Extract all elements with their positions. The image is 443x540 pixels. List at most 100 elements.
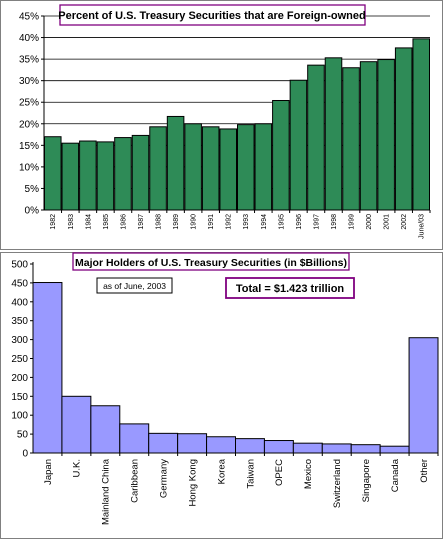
x-tick-label: Mainland China [101, 458, 112, 525]
bar [90, 405, 121, 454]
x-tick-label: 1995 [278, 214, 285, 230]
bar [237, 124, 255, 211]
x-tick-label: 2002 [401, 214, 408, 230]
x-tick-label: 1997 [313, 214, 320, 230]
bar [166, 115, 185, 211]
y-tick-label: 30% [19, 76, 39, 87]
y-tick-label: 20% [19, 119, 39, 130]
x-tick-label: 1992 [226, 214, 233, 230]
bar [394, 47, 413, 211]
x-tick-label: OPEC [274, 459, 285, 486]
total-box [225, 277, 355, 299]
bottom-chart-frame [0, 252, 443, 539]
x-tick-label: 1993 [243, 214, 250, 230]
x-tick-label: Taiwan [245, 459, 256, 489]
top-chart-title-box [59, 4, 366, 26]
x-tick-label: 1984 [85, 214, 92, 230]
bar [254, 123, 273, 211]
x-tick-label: Canada [390, 458, 401, 492]
bar [289, 79, 308, 211]
y-tick-label: 200 [11, 373, 28, 384]
as-of-date-box [96, 277, 173, 294]
x-tick-label: 1983 [68, 214, 75, 230]
bar [96, 141, 115, 211]
bar [307, 64, 325, 211]
bar [184, 123, 202, 211]
bar [321, 443, 352, 454]
bar [292, 442, 323, 454]
x-tick-label: Hong Kong [187, 459, 198, 507]
bar [379, 445, 410, 454]
x-tick-label: 1985 [103, 214, 110, 230]
as-of-date-label: as of June, 2003 [103, 281, 166, 291]
x-tick-label: 1990 [191, 214, 198, 230]
bar [61, 142, 80, 211]
y-tick-label: 250 [11, 354, 28, 365]
x-tick-label: Japan [43, 459, 54, 485]
y-tick-label: 350 [11, 316, 28, 327]
y-tick-label: 500 [11, 260, 28, 271]
y-tick-label: 40% [19, 33, 39, 44]
y-tick-label: 45% [19, 12, 39, 23]
x-tick-label: June/03 [419, 214, 426, 239]
x-tick-label: 1986 [120, 214, 127, 230]
bar [177, 433, 208, 454]
bar [263, 440, 294, 454]
bar [206, 436, 236, 454]
top-chart-bars [44, 38, 431, 211]
top-chart-x-tick-labels: 1982 1983 1984 1985 1986 1987 1988 1989 1990 1991… [50, 210, 431, 239]
bar [235, 438, 265, 454]
x-tick-label: 1999 [348, 214, 355, 230]
y-tick-label: 400 [11, 297, 28, 308]
bottom-chart-bars [32, 282, 439, 454]
bar [359, 61, 378, 211]
y-tick-label: 25% [19, 98, 39, 109]
bar [219, 128, 237, 211]
x-tick-label: 1988 [155, 214, 162, 230]
bar [131, 134, 150, 211]
x-tick-label: 1998 [331, 214, 338, 230]
bar [114, 137, 132, 211]
x-tick-label: 1991 [208, 214, 215, 230]
bar [149, 126, 167, 211]
x-tick-label: 1994 [261, 214, 268, 230]
x-tick-label: U.K. [72, 459, 83, 477]
bar [61, 395, 92, 454]
bar [79, 140, 97, 211]
y-tick-label: 0 [22, 449, 28, 460]
x-tick-label: 1982 [50, 214, 57, 230]
x-tick-label: Korea [216, 458, 227, 484]
bar [342, 67, 360, 211]
x-tick-label: 1996 [296, 214, 303, 230]
y-tick-label: 0% [25, 206, 40, 217]
y-tick-label: 50 [17, 430, 29, 441]
bottom-chart-title: Major Holders of U.S. Treasury Securitie… [75, 257, 347, 269]
bar [44, 136, 62, 211]
y-tick-label: 15% [19, 141, 39, 152]
bar [324, 57, 343, 211]
bar [32, 282, 63, 454]
total-label: Total = $1.423 trillion [236, 283, 345, 295]
bottom-chart-x-tick-labels: Japan U.K. Mainland China Caribbean Germany H… [43, 453, 439, 525]
y-tick-label: 300 [11, 335, 28, 346]
x-tick-label: 2000 [366, 214, 373, 230]
y-tick-label: 35% [19, 55, 39, 66]
bar [350, 444, 381, 454]
x-tick-label: Other [419, 459, 430, 483]
x-tick-label: Mexico [303, 459, 314, 489]
bar [201, 126, 220, 211]
x-tick-label: 1987 [138, 214, 145, 230]
bar [408, 337, 439, 454]
y-tick-label: 100 [11, 411, 28, 422]
bottom-chart-y-tick-labels: 0 50 100 150 200 250 300 350 400 450 500 [11, 260, 33, 460]
top-chart-title: Percent of U.S. Treasury Securities that… [58, 10, 365, 22]
bar [148, 432, 179, 454]
x-tick-label: 1989 [173, 214, 180, 230]
bar [272, 99, 290, 211]
y-tick-label: 450 [11, 278, 28, 289]
x-tick-label: 2001 [384, 214, 391, 230]
x-tick-label: Germany [159, 459, 170, 498]
bar [119, 423, 150, 454]
x-tick-label: Switzerland [332, 459, 343, 508]
